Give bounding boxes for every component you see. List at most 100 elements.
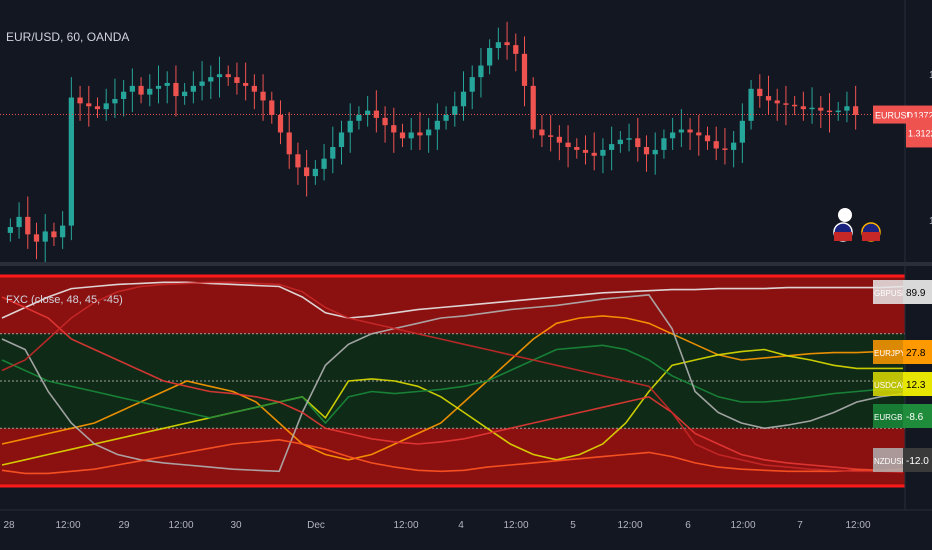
main-chart-title: EUR/USD, 60, OANDA xyxy=(6,30,129,44)
candle xyxy=(33,222,40,260)
candle xyxy=(60,211,66,249)
indicator-title: FXC (close, 48, 45, -45) xyxy=(6,294,123,306)
price-tick-label: 1.14000 xyxy=(929,70,932,81)
series-line xyxy=(1,315,903,461)
candle xyxy=(765,75,772,115)
candle xyxy=(243,62,249,101)
candle xyxy=(696,114,702,156)
flag-us-icon[interactable] xyxy=(861,222,881,242)
flag-eu-us-icon[interactable] xyxy=(833,208,853,242)
candle xyxy=(94,97,101,118)
time-tick-label: 5 xyxy=(570,520,576,531)
time-tick-label: 12:00 xyxy=(503,520,528,531)
candle xyxy=(112,78,118,118)
candle xyxy=(16,202,22,239)
candle xyxy=(190,71,196,104)
candle xyxy=(818,96,824,129)
candle xyxy=(295,142,301,185)
candle xyxy=(434,103,440,150)
indicator-pane[interactable] xyxy=(0,274,905,488)
price-tick-label: 1.13000 xyxy=(929,216,932,227)
candle xyxy=(234,62,240,95)
price-tag-symbol: EURUSD xyxy=(875,111,914,121)
oversold-zone xyxy=(0,428,905,486)
candle xyxy=(495,27,501,60)
candle xyxy=(800,91,806,121)
candle xyxy=(286,112,292,169)
candle xyxy=(635,117,641,162)
series-tag-name: GBPUSD xyxy=(874,289,908,298)
candle xyxy=(748,80,754,130)
candle xyxy=(687,117,693,150)
candle xyxy=(704,126,711,150)
candle xyxy=(417,112,423,150)
series-line xyxy=(1,281,904,319)
candle xyxy=(539,114,545,148)
series-line xyxy=(1,344,904,425)
candle xyxy=(408,117,414,150)
candle xyxy=(373,90,379,133)
candle xyxy=(774,88,780,121)
candle xyxy=(391,107,397,153)
series-tag[interactable]: EURJPY 27.8 xyxy=(873,340,932,364)
candle xyxy=(304,149,310,197)
candle xyxy=(521,36,528,107)
candle xyxy=(77,85,83,121)
candle xyxy=(356,106,362,130)
price-tag-secondary-value: 1.31222 xyxy=(908,128,932,138)
candle xyxy=(155,65,162,104)
time-tick-label: 12:00 xyxy=(168,520,193,531)
candle xyxy=(678,109,684,148)
price-tag-secondary[interactable]: 1.31222 xyxy=(906,117,932,148)
time-axis[interactable]: 28 12:00 29 12:00 30 Dec 12:00 4 12:00 5 12:00 6 12:… xyxy=(0,509,932,531)
series-tag-value: 27.8 xyxy=(906,348,926,359)
series-tag-name: NZDUSD xyxy=(874,457,908,466)
candle xyxy=(173,65,179,117)
candle xyxy=(487,39,493,75)
series-line xyxy=(1,438,904,475)
candle xyxy=(643,135,650,172)
pane-divider[interactable] xyxy=(0,262,932,266)
time-tick-label: 28 xyxy=(3,520,15,531)
candle xyxy=(574,138,580,159)
time-tick-label: 12:00 xyxy=(55,520,80,531)
candle xyxy=(121,80,127,117)
candle xyxy=(853,85,859,130)
price-pane[interactable] xyxy=(0,21,905,262)
candle xyxy=(147,74,153,107)
candle xyxy=(600,138,606,174)
candle xyxy=(826,93,833,133)
series-line xyxy=(1,296,904,473)
candle xyxy=(277,100,284,145)
time-tick-label: 30 xyxy=(230,520,242,531)
candle xyxy=(199,61,205,101)
candle xyxy=(269,91,275,124)
series-tag[interactable]: NZDUSD-12.0 xyxy=(873,448,932,472)
candle xyxy=(68,77,74,241)
time-tick-label: 4 xyxy=(458,520,464,531)
candle xyxy=(591,132,597,171)
candle xyxy=(338,120,345,165)
candle xyxy=(713,126,719,161)
candle xyxy=(382,106,388,143)
series-tag[interactable]: EURGBP-8.6 xyxy=(873,404,932,428)
candle xyxy=(452,91,458,127)
series-line xyxy=(1,294,904,473)
candle xyxy=(208,65,214,99)
candle xyxy=(835,101,841,121)
time-tick-label: 6 xyxy=(685,520,691,531)
time-tick-label: 12:00 xyxy=(845,520,870,531)
candle xyxy=(652,132,658,175)
candle xyxy=(138,77,144,104)
candle xyxy=(617,131,623,153)
candle xyxy=(103,88,109,121)
candle xyxy=(548,114,554,152)
series-tag-value: 12.3 xyxy=(906,380,926,391)
candle xyxy=(129,68,135,113)
candle xyxy=(365,96,371,127)
candle xyxy=(460,71,467,121)
